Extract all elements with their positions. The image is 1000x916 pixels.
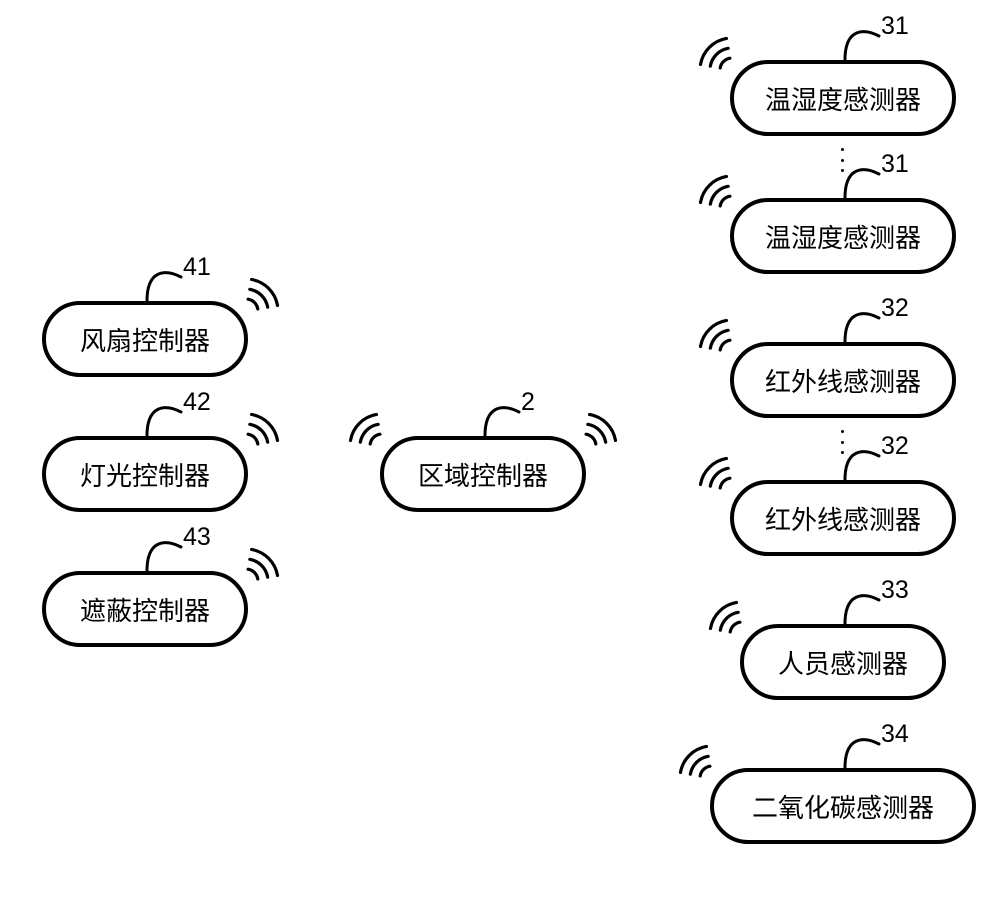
- diagram-node: 区域控制器: [380, 436, 586, 512]
- wireless-icon: [342, 406, 386, 450]
- wireless-icon: [580, 406, 624, 450]
- node-number: 41: [183, 253, 211, 282]
- lead-line: [837, 730, 885, 772]
- diagram-node: 温湿度感测器: [730, 198, 956, 274]
- node-label: 红外线感测器: [765, 500, 921, 537]
- node-label: 区域控制器: [418, 456, 548, 493]
- wireless-icon: [702, 594, 746, 638]
- wireless-icon: [242, 271, 286, 315]
- lead-line: [477, 398, 525, 440]
- diagram-stage: 风扇控制器 41 灯光控制器 42 遮蔽控制器 43 区域控制器 2 温湿度感测器 31 温湿度感测…: [0, 0, 1000, 916]
- wireless-icon: [242, 406, 286, 450]
- diagram-node: 二氧化碳感测器: [710, 768, 976, 844]
- node-number: 32: [881, 432, 909, 461]
- lead-line: [139, 533, 187, 575]
- node-number: 34: [881, 720, 909, 749]
- wireless-icon: [672, 738, 716, 782]
- wireless-icon: [242, 541, 286, 585]
- node-label: 人员感测器: [778, 644, 908, 681]
- lead-line: [837, 160, 885, 202]
- node-number: 31: [881, 150, 909, 179]
- lead-line: [139, 263, 187, 305]
- diagram-node: 红外线感测器: [730, 480, 956, 556]
- lead-line: [139, 398, 187, 440]
- wireless-icon: [692, 312, 736, 356]
- node-number: 33: [881, 576, 909, 605]
- node-label: 温湿度感测器: [765, 218, 921, 255]
- wireless-icon: [692, 30, 736, 74]
- lead-line: [837, 586, 885, 628]
- lead-line: [837, 304, 885, 346]
- node-label: 温湿度感测器: [765, 80, 921, 117]
- node-label: 遮蔽控制器: [80, 591, 210, 628]
- node-number: 2: [521, 388, 535, 417]
- node-number: 31: [881, 12, 909, 41]
- ellipsis-vertical-icon: [841, 148, 844, 172]
- node-label: 灯光控制器: [80, 456, 210, 493]
- diagram-node: 风扇控制器: [42, 301, 248, 377]
- diagram-node: 人员感测器: [740, 624, 946, 700]
- diagram-node: 灯光控制器: [42, 436, 248, 512]
- diagram-node: 遮蔽控制器: [42, 571, 248, 647]
- node-label: 风扇控制器: [80, 321, 210, 358]
- diagram-node: 温湿度感测器: [730, 60, 956, 136]
- diagram-node: 红外线感测器: [730, 342, 956, 418]
- wireless-icon: [692, 168, 736, 212]
- wireless-icon: [692, 450, 736, 494]
- lead-line: [837, 442, 885, 484]
- lead-line: [837, 22, 885, 64]
- node-number: 43: [183, 523, 211, 552]
- ellipsis-vertical-icon: [841, 430, 844, 454]
- node-label: 二氧化碳感测器: [752, 788, 934, 825]
- node-number: 42: [183, 388, 211, 417]
- node-label: 红外线感测器: [765, 362, 921, 399]
- node-number: 32: [881, 294, 909, 323]
